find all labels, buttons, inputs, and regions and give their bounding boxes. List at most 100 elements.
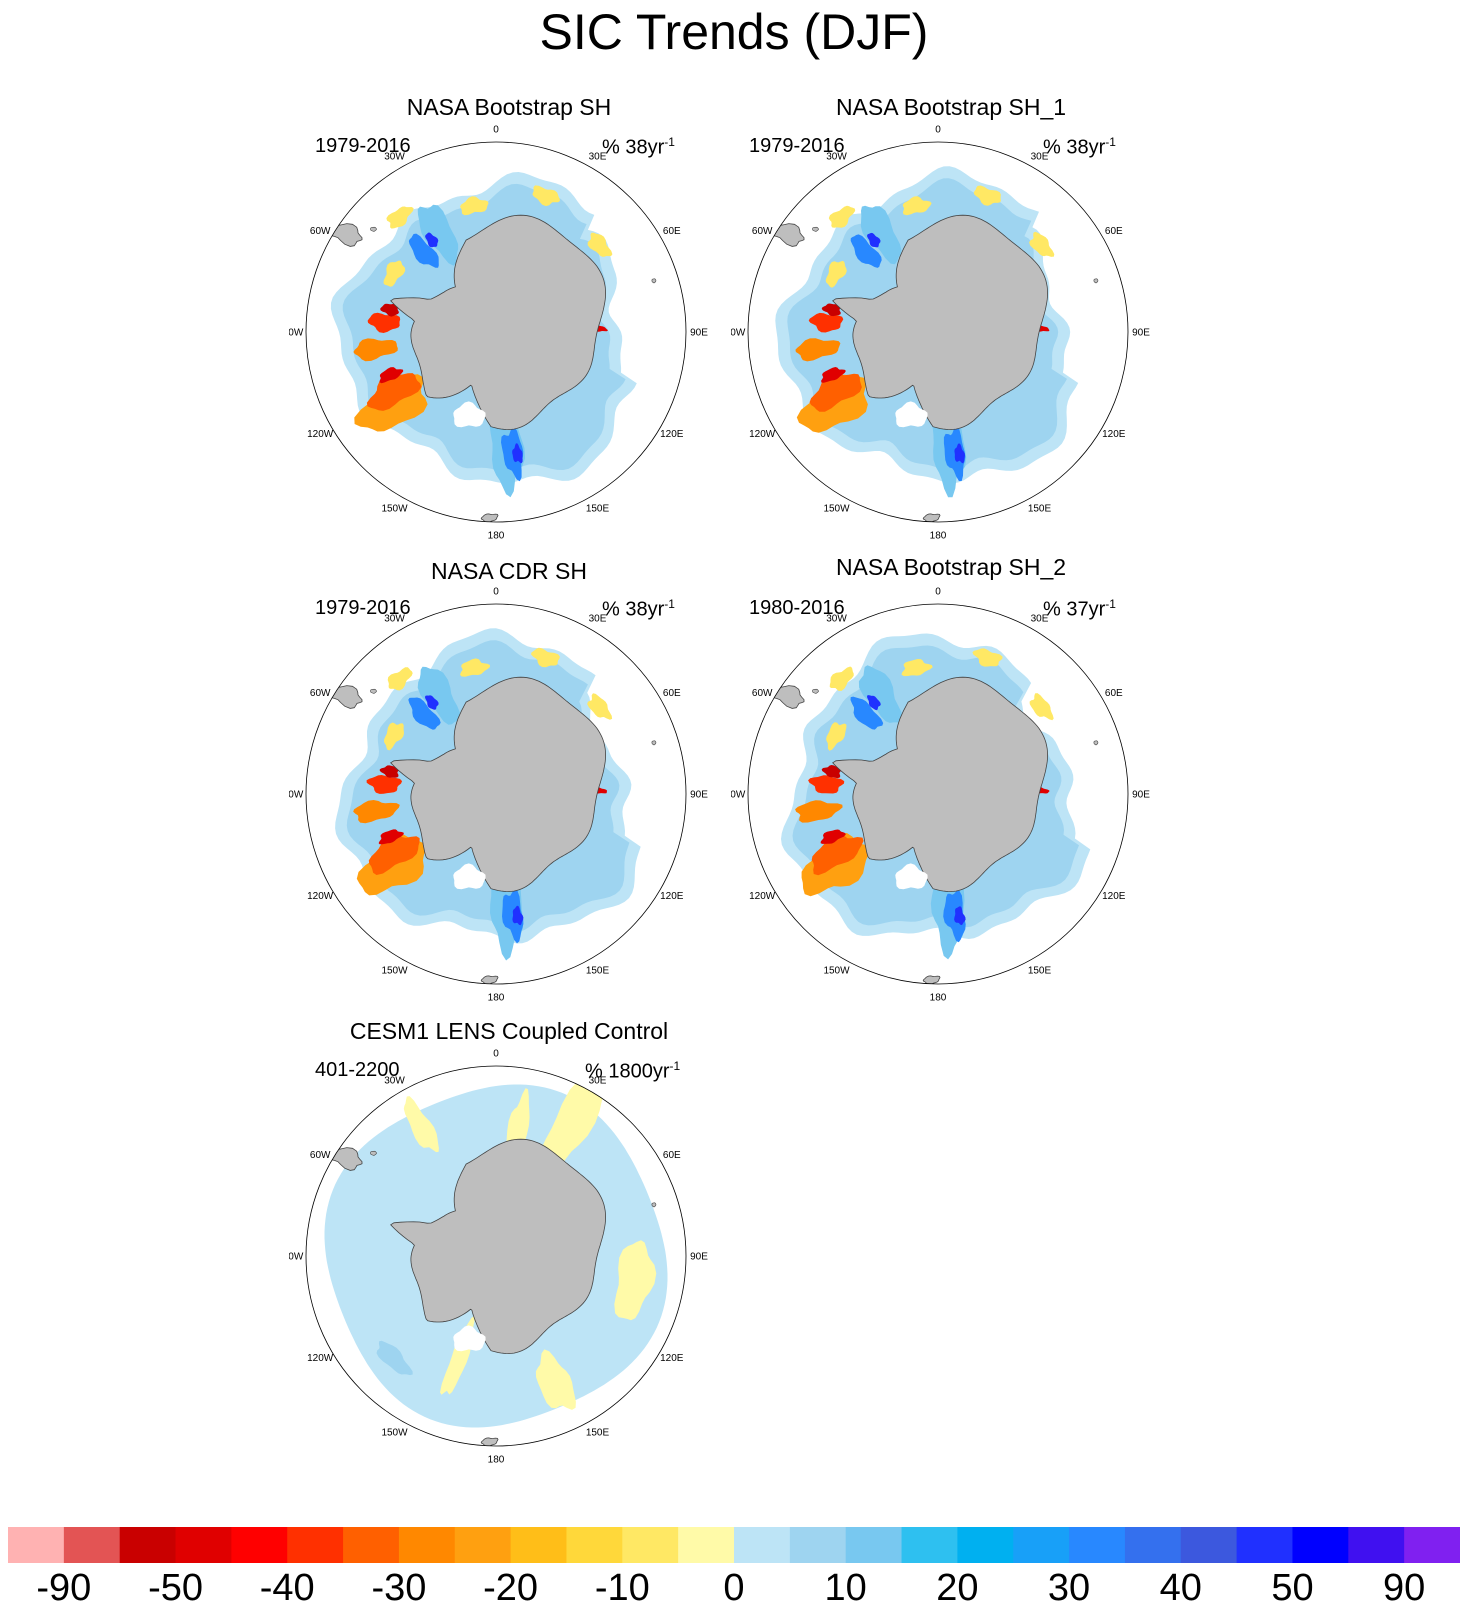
island-landmass	[370, 688, 377, 694]
positive-trend-patch	[1029, 231, 1055, 257]
colorbar-box	[1013, 1527, 1070, 1563]
negative-trend-patch	[366, 775, 403, 794]
colorbar-label: -50	[148, 1567, 203, 1609]
antarctica-landmass	[390, 1138, 607, 1355]
panel-nasa-bootstrap-sh-2: NASA Bootstrap SH_2 1980-2016 % 37yr-1 0…	[731, 554, 1171, 1014]
panel-trend: % 37yr-1	[1043, 597, 1116, 621]
new-zealand-landmass	[922, 513, 941, 522]
panel-period: 401-2200	[315, 1059, 400, 1081]
negative-trend-patch	[512, 443, 523, 464]
longitude-label: 120E	[660, 1353, 684, 1364]
longitude-label: 180	[930, 531, 947, 542]
longitude-label: 60E	[1105, 226, 1123, 237]
ross-ice-shelf	[453, 401, 486, 428]
panel-period: 1979-2016	[315, 135, 411, 157]
longitude-label: 60E	[1105, 688, 1123, 699]
colorbar-box	[901, 1527, 958, 1563]
positive-trend-patch	[614, 1240, 657, 1321]
longitude-label: 150W	[823, 965, 850, 976]
positive-trend-patch	[532, 185, 560, 207]
negative-trend-patch	[821, 367, 846, 383]
colorbar-box	[343, 1527, 400, 1563]
longitude-label: 30E	[1031, 152, 1049, 163]
colorbar-label: 10	[824, 1567, 867, 1609]
island-landmass	[1093, 278, 1099, 284]
negative-trend-patch	[353, 338, 398, 362]
negative-trend-patch	[943, 426, 966, 481]
negative-trend-patch	[858, 665, 903, 723]
positive-trend-patch	[829, 666, 854, 691]
colorbar-box	[957, 1527, 1014, 1563]
colorbar-label: -40	[259, 1567, 315, 1609]
map-boundary	[305, 141, 687, 523]
panel-period: 1980-2016	[749, 597, 845, 619]
negative-trend-patch	[501, 426, 524, 482]
longitude-label: 120E	[1102, 429, 1126, 440]
negative-trend-patch	[860, 205, 902, 265]
colorbar-box	[231, 1527, 288, 1563]
colorbar-box	[1348, 1527, 1405, 1563]
island-landmass	[651, 740, 657, 746]
colorbar-box	[398, 1527, 456, 1563]
panel-title: NASA CDR SH	[431, 558, 587, 584]
longitude-label: 120W	[307, 429, 334, 440]
colorbar-box	[1292, 1527, 1349, 1563]
colorbar-box	[622, 1527, 679, 1563]
polar-stereographic-map: 0 30E 60E 90E 120E 150E 180 150W 120W 90W 60W 30W	[289, 1049, 708, 1466]
longitude-label: 90W	[289, 328, 304, 339]
longitude-label: 180	[488, 1455, 505, 1466]
longitude-label: 60W	[752, 226, 773, 237]
longitude-label: 90E	[690, 790, 708, 801]
negative-trend-patch	[954, 443, 965, 464]
positive-trend-patch	[901, 659, 933, 677]
colorbar-label: 30	[1047, 1567, 1091, 1609]
colorbar-label: 40	[1159, 1567, 1202, 1609]
negative-trend-patch	[353, 800, 400, 824]
negative-trend-patch	[867, 232, 881, 248]
map-boundary	[305, 603, 687, 985]
longitude-label: 30W	[826, 152, 847, 163]
positive-trend-patch	[384, 722, 404, 751]
colorbar-box	[789, 1527, 847, 1563]
negative-trend-patch	[808, 775, 845, 794]
longitude-label: 60W	[310, 226, 331, 237]
longitude-label: 0	[935, 125, 941, 136]
antarctica-landmass	[390, 676, 607, 893]
island-landmass	[651, 278, 657, 284]
panel-title: NASA Bootstrap SH_1	[835, 94, 1067, 120]
longitude-label: 30E	[589, 614, 607, 625]
positive-trend-patch	[531, 647, 560, 668]
longitude-label: 30W	[384, 1076, 405, 1087]
negative-trend-patch	[417, 204, 459, 266]
antarctica-landmass	[390, 214, 607, 431]
panel-nasa-cdr-sh: NASA CDR SH 1979-2016 % 38yr-1 0 30E 60E 90…	[289, 554, 729, 1014]
negative-trend-patch	[808, 312, 844, 333]
negative-trend-patch	[408, 697, 441, 730]
negative-trend-patch	[367, 312, 401, 333]
longitude-label: 150E	[1028, 965, 1052, 976]
longitude-label: 90E	[1132, 790, 1150, 801]
longitude-label: 30E	[589, 1076, 607, 1087]
new-zealand-landmass	[480, 1437, 499, 1446]
map-boundary	[747, 141, 1129, 523]
panel-nasa-bootstrap-sh-1: NASA Bootstrap SH_1 1979-2016 % 38yr-1 0…	[731, 92, 1171, 552]
island-landmass	[370, 1150, 377, 1156]
negative-trend-patch	[850, 234, 882, 268]
island-landmass	[370, 226, 377, 232]
colorbar-label: -10	[594, 1567, 650, 1609]
positive-trend-patch	[386, 206, 414, 229]
panel-trend: % 1800yr-1	[585, 1059, 681, 1083]
longitude-label: 120W	[307, 1353, 334, 1364]
negative-trend-patch	[425, 232, 439, 248]
longitude-label: 90E	[1132, 328, 1150, 339]
negative-trend-patch	[811, 834, 864, 876]
positive-trend-patch	[1029, 693, 1054, 721]
island-landmass	[812, 226, 819, 232]
negative-trend-patch	[954, 906, 966, 926]
longitude-label: 150E	[586, 965, 610, 976]
negative-trend-patch	[417, 666, 460, 725]
longitude-label: 60W	[310, 688, 331, 699]
colorbar-box	[1236, 1527, 1293, 1563]
positive-trend-patch	[826, 722, 847, 751]
negative-trend-patch	[820, 829, 846, 844]
